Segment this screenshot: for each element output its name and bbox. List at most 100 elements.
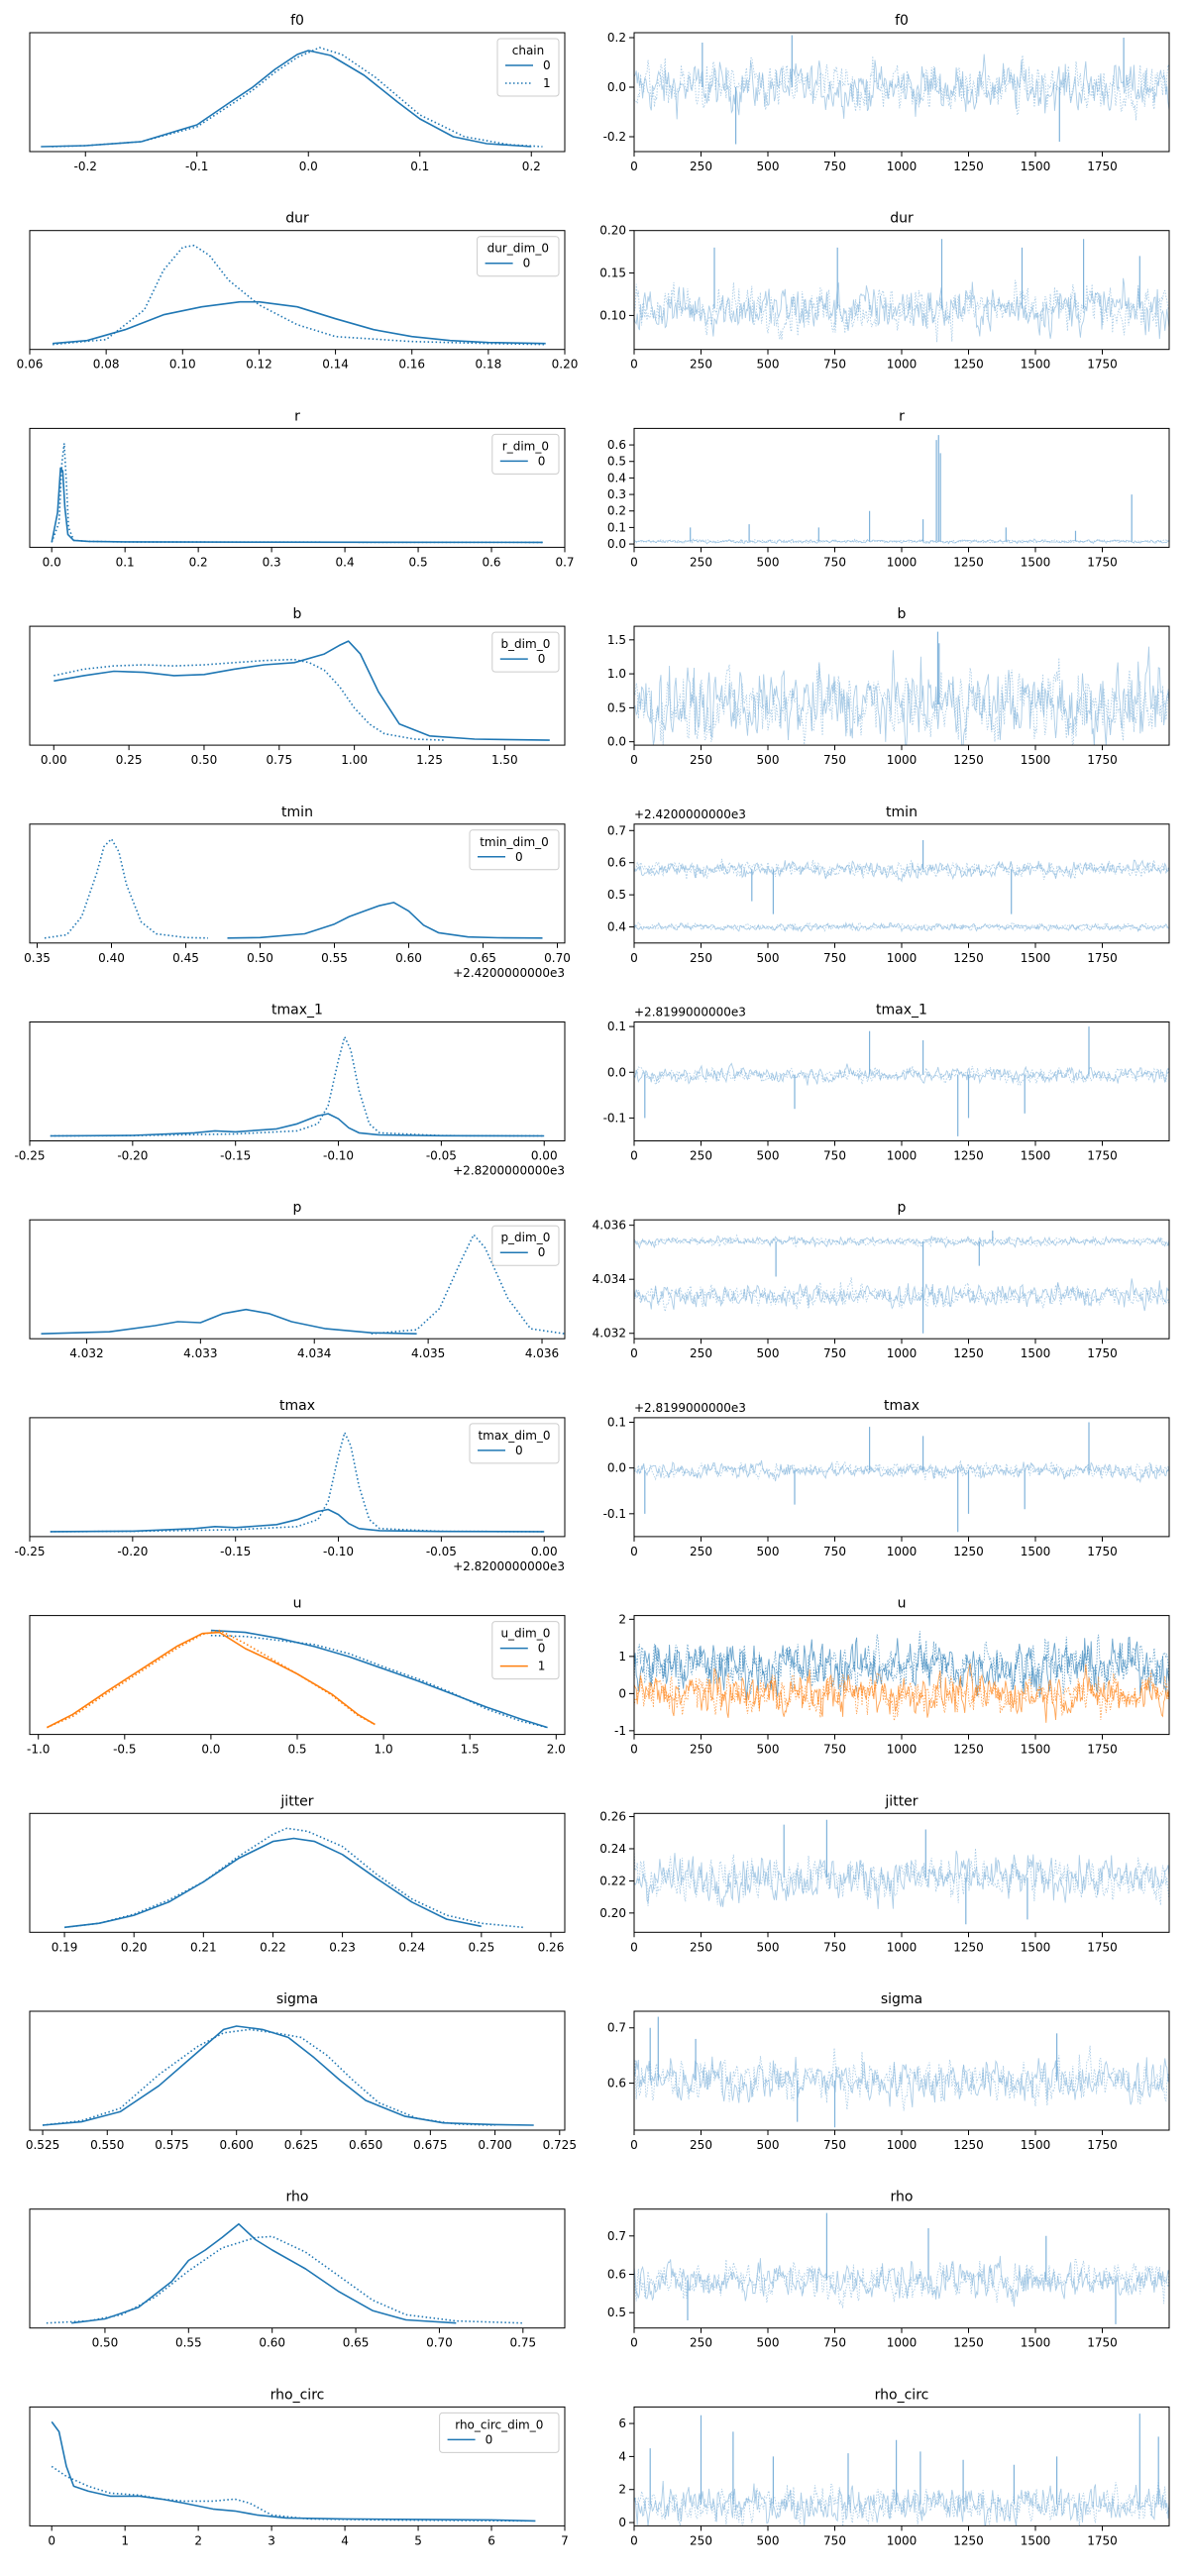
tmax-trace-xtick-label-7: 1750 <box>1087 1545 1118 1558</box>
sigma-trace-ytick-label-0: 0.6 <box>607 2077 626 2091</box>
rho-density-xtick-label-3: 0.65 <box>343 2336 370 2350</box>
rho_circ-trace-title: rho_circ <box>875 2387 929 2403</box>
tmax-trace-xtick-label-5: 1250 <box>953 1545 984 1558</box>
tmin-trace-chain-0-1 <box>634 858 1169 881</box>
tmin-trace-xtick-label-3: 750 <box>823 951 846 965</box>
tmin-trace-ytick-label-0: 0.4 <box>607 920 626 934</box>
tmin-trace-ytick-label-1: 0.5 <box>607 888 626 902</box>
rho-density-title: rho <box>286 2190 309 2205</box>
tmax_1-density-offset-label: +2.8200000000e3 <box>453 1164 565 1178</box>
rho-trace-xtick-label-3: 750 <box>823 2336 846 2350</box>
density-panel-r: r 0.0 0.1 0.2 0.3 0.4 0.5 0.6 0.7 r_dim_00 <box>29 408 575 569</box>
tmax-density-plot-area <box>50 1432 545 1533</box>
b-trace-ytick-label-1: 0.5 <box>607 700 626 714</box>
r-density-legend-title: r_dim_0 <box>502 439 549 453</box>
tmax_1-trace-ytick-label-1: 0.0 <box>607 1065 626 1079</box>
jitter-trace-xtick-label-5: 1250 <box>953 1940 984 1954</box>
trace-panel-f0: f0 0 250 500 750 1000 1250 1500 1750 -0.2 0.0 0.2 <box>603 13 1170 173</box>
p-density-xtick-label-1: 4.033 <box>183 1346 217 1360</box>
jitter-trace-xtick-label-2: 500 <box>757 1940 780 1954</box>
sigma-density-xtick-label-2: 0.575 <box>155 2138 188 2152</box>
rho_circ-density-xtick-label-3: 3 <box>268 2533 275 2547</box>
tmin-trace-chain-1-1 <box>634 920 1169 933</box>
sigma-density-xtick-label-7: 0.700 <box>478 2138 511 2152</box>
rho_circ-density-xtick-label-4: 4 <box>341 2533 349 2547</box>
tmin-density-series-1 <box>44 837 209 939</box>
r-trace-xtick-label-5: 1250 <box>953 555 984 569</box>
b-density-xtick-label-4: 1.00 <box>341 753 368 767</box>
b-density-legend: b_dim_00 <box>491 631 560 673</box>
tmax-density-legend: tmax_dim_00 <box>469 1423 560 1464</box>
rho-density-xtick-label-4: 0.70 <box>426 2336 453 2350</box>
b-density-frame <box>29 625 566 746</box>
tmin-density-legend-label-0: 0 <box>515 850 523 864</box>
dur-trace-xtick-label-2: 500 <box>757 358 780 372</box>
rho-density-frame <box>29 2208 566 2329</box>
density-panel-b: b 0.00 0.25 0.50 0.75 1.00 1.25 1.50 b_dim_00 <box>29 606 566 767</box>
f0-trace-xtick-label-2: 500 <box>757 160 780 173</box>
trace-panel-r: r 0 250 500 750 1000 1250 1500 1750 0.0 0.1 0.2 0.3 0… <box>607 408 1170 569</box>
tmax_1-density-plot-area <box>50 1035 545 1137</box>
rho_circ-trace-xtick-label-6: 1500 <box>1021 2533 1051 2547</box>
density-panel-tmax_1: tmax_1 -0.25 -0.20 -0.15 -0.10 -0.05 0.00+2.82… <box>14 1003 566 1178</box>
jitter-trace-xtick-label-3: 750 <box>823 1940 846 1954</box>
tmax_1-density-xtick-label-2: -0.15 <box>220 1149 251 1163</box>
f0-trace-xtick-label-3: 750 <box>823 160 846 173</box>
f0-density-title: f0 <box>290 13 304 29</box>
density-panel-p: p 4.032 4.033 4.034 4.035 4.036 p_dim_00 <box>29 1200 566 1360</box>
tmin-trace-xtick-label-6: 1500 <box>1021 951 1051 965</box>
p-density-legend-label-0: 0 <box>538 1245 546 1259</box>
jitter-trace-xtick-label-0: 0 <box>630 1940 638 1954</box>
sigma-density-xtick-label-0: 0.525 <box>26 2138 59 2152</box>
trace-panel-jitter: jitter 0 250 500 750 1000 1250 1500 1750 0.20 0.22… <box>599 1793 1170 1954</box>
f0-trace-xtick-label-4: 1000 <box>887 160 918 173</box>
r-density-frame <box>29 427 566 548</box>
f0-trace-xtick-label-6: 1500 <box>1021 160 1051 173</box>
dur-density-xtick-label-6: 0.18 <box>475 358 501 372</box>
dur-density-plot-area <box>53 244 546 346</box>
dur-density-title: dur <box>285 211 309 227</box>
p-density-frame <box>29 1219 566 1340</box>
dur-density-frame <box>29 230 566 351</box>
p-density-plot-area <box>41 1234 565 1335</box>
r-density-series-0 <box>51 467 543 544</box>
jitter-density-xtick-label-1: 0.20 <box>121 1940 148 1954</box>
rho_circ-trace-ytick-label-3: 6 <box>618 2416 626 2430</box>
sigma-density-xtick-label-8: 0.725 <box>543 2138 577 2152</box>
sigma-density-frame <box>29 2010 566 2131</box>
f0-density-frame <box>29 32 566 153</box>
p-trace-xtick-label-3: 750 <box>823 1346 846 1360</box>
tmax_1-density-xtick-label-0: -0.25 <box>14 1149 45 1163</box>
tmax_1-trace-xtick-label-0: 0 <box>630 1149 638 1163</box>
tmin-density-legend-box <box>469 829 560 871</box>
r-trace-xtick-label-1: 250 <box>690 555 712 569</box>
sigma-trace-title: sigma <box>881 1991 922 2007</box>
u-density-xtick-label-6: 2.0 <box>547 1743 566 1757</box>
dur-trace-plot-area <box>634 239 1169 343</box>
u-trace-xtick-label-2: 500 <box>757 1743 780 1757</box>
f0-density-xtick-label-1: -0.1 <box>185 160 208 173</box>
b-trace-xtick-label-6: 1500 <box>1021 753 1051 767</box>
p-trace-xtick-label-6: 1500 <box>1021 1346 1051 1360</box>
trace-panel-tmax: tmax 0 250 500 750 1000 1250 1500 1750 -0.1 0.0 0.1… <box>603 1398 1170 1558</box>
tmax_1-density-xtick-label-3: -0.10 <box>323 1149 354 1163</box>
tmax-density-offset-label: +2.8200000000e3 <box>453 1559 565 1573</box>
p-trace-xtick-label-0: 0 <box>630 1346 638 1360</box>
b-density-legend-title: b_dim_0 <box>500 637 550 651</box>
tmax_1-trace-xtick-label-1: 250 <box>690 1149 712 1163</box>
tmin-trace-plot-area <box>634 840 1169 933</box>
b-density-xtick-label-1: 0.25 <box>116 753 143 767</box>
tmin-trace-offset-label: +2.4200000000e3 <box>634 807 746 821</box>
b-density-legend-label-0: 0 <box>538 652 546 666</box>
sigma-trace-xtick-label-5: 1250 <box>953 2138 984 2152</box>
tmin-density-xtick-label-6: 0.65 <box>470 951 496 965</box>
rho-trace-xtick-label-0: 0 <box>630 2336 638 2350</box>
r-trace-xtick-label-7: 1750 <box>1087 555 1118 569</box>
r-trace-ytick-label-2: 0.2 <box>607 504 626 518</box>
f0-density-legend-title: chain <box>512 44 545 57</box>
rho_circ-trace-xtick-label-2: 500 <box>757 2533 780 2547</box>
p-trace-title: p <box>898 1200 907 1216</box>
rho-trace-xtick-label-1: 250 <box>690 2336 712 2350</box>
jitter-trace-ytick-label-0: 0.20 <box>599 1906 626 1920</box>
tmax-trace-chain-0-0 <box>634 1459 1169 1484</box>
